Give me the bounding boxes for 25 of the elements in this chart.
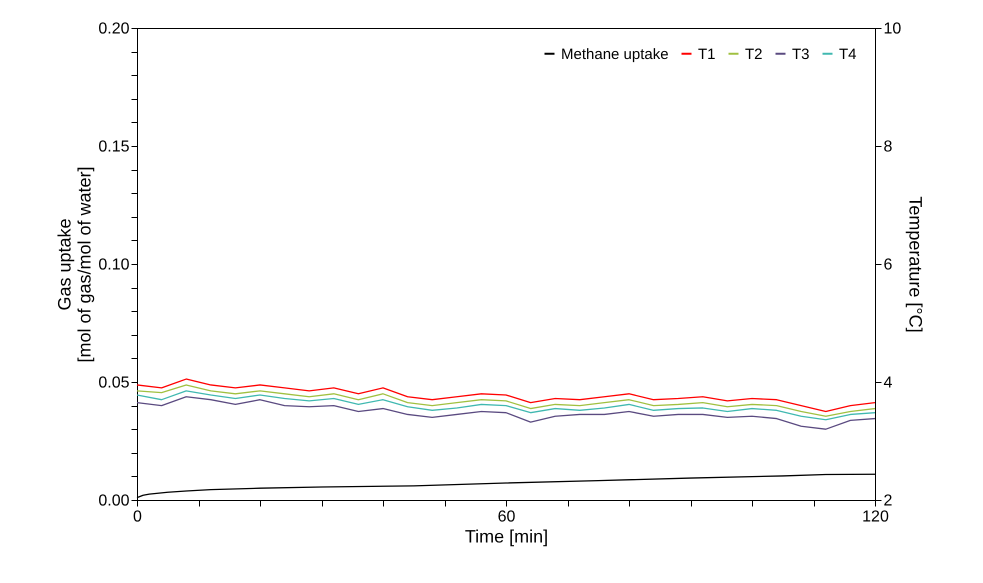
line-series [136,396,876,430]
legend-label: T2 [745,46,763,63]
line-series [136,390,876,420]
y2-axis-title: Temperature [°C] [905,196,926,333]
x-tick-label: 120 [862,508,889,526]
y-axis-title: Gas uptake [mol of gas/mol of water] [54,166,94,363]
legend-label: Methane uptake [561,46,669,63]
line-series [136,378,876,412]
y-tick-label: 0.15 [98,138,130,156]
line-series [136,384,876,417]
y-tick-label: 0.00 [98,492,130,510]
legend-label: T1 [698,46,716,63]
x-tick-label: 0 [133,508,142,526]
y2-tick-label: 2 [884,492,892,510]
y2-tick-label: 8 [884,138,892,156]
y-tick-label: 0.10 [98,256,130,274]
x-tick-label: 60 [498,508,516,526]
y2-tick-label: 10 [884,20,902,38]
x-axis-title: Time [min] [464,526,548,546]
legend-label: T3 [792,46,810,63]
y-tick-label: 0.05 [98,374,130,392]
legend-label: T4 [839,46,857,63]
y-tick-label: 0.20 [98,20,130,38]
y2-tick-label: 4 [884,374,892,392]
y2-tick-label: 6 [884,256,892,274]
